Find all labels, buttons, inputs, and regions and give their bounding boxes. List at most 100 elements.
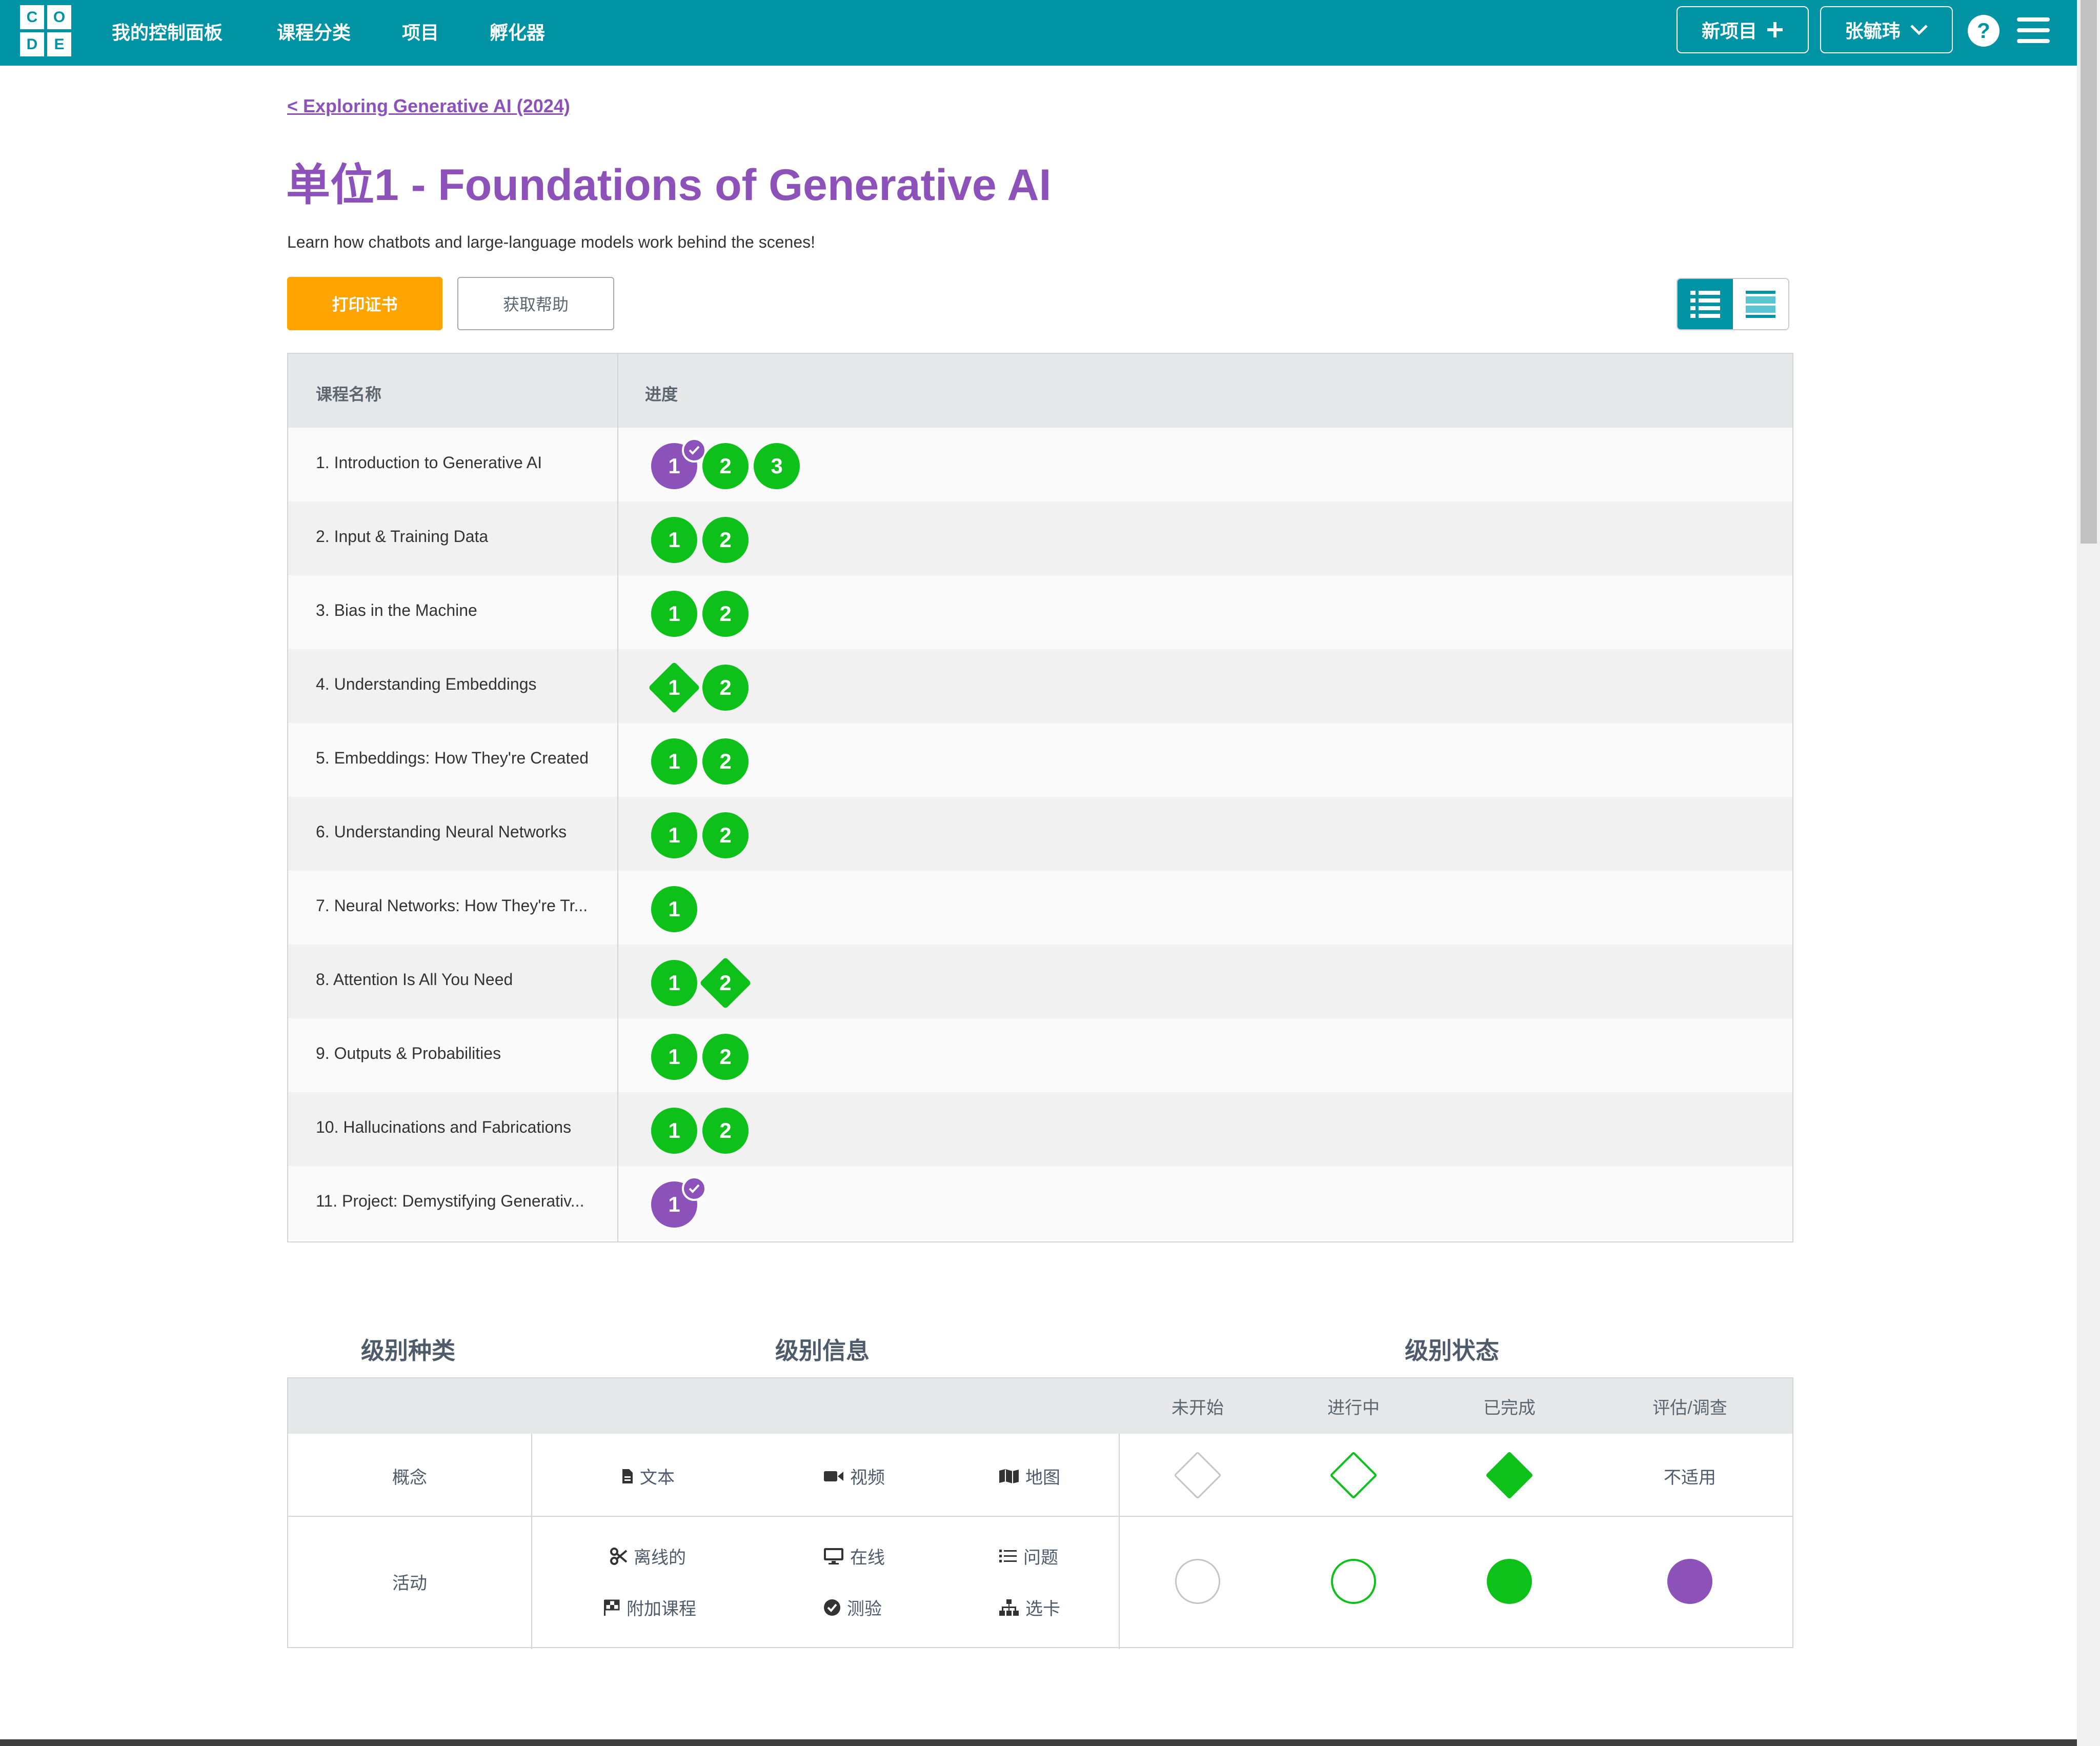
logo-letter: D: [20, 32, 44, 56]
lesson-row: 1. Introduction to Generative AI 1 2 3: [288, 428, 1792, 501]
nav-incubator[interactable]: 孵化器: [490, 22, 546, 43]
nav-projects[interactable]: 项目: [402, 22, 439, 43]
info-online: 在线: [823, 1543, 885, 1569]
lesson-name[interactable]: 8. Attention Is All You Need: [316, 970, 513, 989]
info-map: 地图: [999, 1463, 1060, 1489]
lesson-name[interactable]: 9. Outputs & Probabilities: [316, 1044, 501, 1062]
lesson-name[interactable]: 1. Introduction to Generative AI: [316, 453, 542, 472]
top-header: C O D E 我的控制面板 课程分类 项目 孵化器 新项目 张毓玮 ?: [0, 0, 2077, 66]
logo-letter: O: [47, 5, 71, 29]
lesson-name[interactable]: 5. Embeddings: How They're Created: [316, 749, 589, 767]
status-in-progress: 进行中: [1327, 1398, 1380, 1418]
key-table-header: 未开始 进行中 已完成 评估/调查: [288, 1378, 1792, 1434]
level-bubble[interactable]: 3: [754, 443, 800, 489]
activity-in-progress-circle: [1331, 1559, 1376, 1604]
key-heading-status: 级别状态: [1405, 1337, 1499, 1364]
map-icon: [999, 1469, 1019, 1483]
level-bubble[interactable]: 1: [651, 886, 697, 932]
code-logo[interactable]: C O D E: [20, 5, 71, 56]
level-bubble[interactable]: 2: [699, 957, 752, 1009]
info-online-label: 在线: [850, 1548, 885, 1568]
level-number: 2: [719, 749, 732, 773]
lesson-name[interactable]: 6. Understanding Neural Networks: [316, 822, 567, 841]
lesson-name[interactable]: 2. Input & Training Data: [316, 527, 489, 546]
level-bubble[interactable]: 1: [651, 1034, 697, 1080]
level-number: 1: [668, 1045, 680, 1069]
user-menu-button[interactable]: 张毓玮: [1820, 6, 1953, 53]
scrollbar-thumb[interactable]: [2081, 0, 2097, 544]
lesson-row: 5. Embeddings: How They're Created 1 2: [288, 723, 1792, 797]
user-name: 张毓玮: [1845, 21, 1901, 42]
lesson-row: 11. Project: Demystifying Generativ... 1: [288, 1166, 1792, 1240]
list-detail-icon: [1690, 291, 1720, 318]
new-project-label: 新项目: [1701, 21, 1757, 42]
level-number: 2: [719, 528, 732, 552]
activity-assessment-circle: [1667, 1559, 1712, 1604]
list-icon: [999, 1549, 1017, 1562]
level-number: 1: [668, 1118, 680, 1142]
level-bubble[interactable]: 2: [702, 517, 749, 563]
lesson-name[interactable]: 11. Project: Demystifying Generativ...: [316, 1192, 584, 1210]
level-bubble[interactable]: 2: [702, 665, 749, 711]
level-number: 1: [668, 454, 680, 478]
level-bubble[interactable]: 2: [702, 812, 749, 858]
level-bubble[interactable]: 1: [651, 1108, 697, 1154]
level-bubble[interactable]: 2: [702, 443, 749, 489]
level-bubble[interactable]: 1: [651, 517, 697, 563]
level-bubble[interactable]: 2: [702, 1034, 749, 1080]
activity-completed-circle: [1487, 1559, 1532, 1604]
activity-label: 活动: [392, 1574, 427, 1593]
course-back-link[interactable]: < Exploring Generative AI (2024): [287, 95, 570, 116]
list-summary-icon: [1746, 291, 1775, 318]
concept-not-applicable: 不适用: [1664, 1468, 1716, 1488]
print-certificate-button[interactable]: 打印证书: [287, 277, 442, 330]
level-bubble[interactable]: 2: [702, 738, 749, 785]
info-bonus: 附加课程: [603, 1595, 696, 1620]
new-project-button[interactable]: 新项目: [1677, 6, 1809, 53]
level-bubble[interactable]: 1: [651, 591, 697, 637]
info-unplugged-label: 离线的: [634, 1548, 686, 1568]
footer-edge: [0, 1739, 2077, 1746]
level-bubble[interactable]: 1: [651, 960, 697, 1006]
assessment-check-icon: [682, 1176, 706, 1201]
level-bubble[interactable]: 2: [702, 591, 749, 637]
page-title: 单位1 - Foundations of Generative AI: [286, 160, 1052, 210]
info-quiz: 测验: [823, 1595, 882, 1620]
level-bubble[interactable]: 1: [651, 812, 697, 858]
lesson-row: 2. Input & Training Data 1 2: [288, 501, 1792, 575]
lesson-name[interactable]: 10. Hallucinations and Fabrications: [316, 1118, 572, 1136]
info-quiz-label: 测验: [847, 1599, 882, 1619]
nav-my-dashboard[interactable]: 我的控制面板: [112, 22, 223, 43]
level-number: 2: [719, 970, 732, 995]
info-unplugged: 离线的: [610, 1543, 686, 1569]
lesson-row: 9. Outputs & Probabilities 1 2: [288, 1018, 1792, 1092]
hamburger-menu-icon[interactable]: [2017, 17, 2050, 43]
key-row-divider: [288, 1516, 1792, 1517]
level-bubble[interactable]: 1: [651, 438, 706, 489]
level-number: 1: [668, 601, 680, 626]
level-number: 3: [771, 454, 783, 478]
key-heading-info: 级别信息: [775, 1337, 870, 1364]
help-icon[interactable]: ?: [1968, 15, 2000, 47]
status-completed: 已完成: [1483, 1398, 1536, 1418]
detail-view-button[interactable]: [1678, 279, 1733, 329]
info-choice: 选卡: [999, 1595, 1060, 1620]
get-help-button[interactable]: 获取帮助: [457, 277, 614, 330]
info-text-label: 文本: [640, 1468, 675, 1488]
lesson-name[interactable]: 3. Bias in the Machine: [316, 601, 477, 619]
level-bubble[interactable]: 1: [651, 738, 697, 785]
lesson-name[interactable]: 7. Neural Networks: How They're Tr...: [316, 896, 588, 915]
key-heading-types: 级别种类: [361, 1337, 455, 1364]
assessment-check-icon: [682, 438, 706, 463]
summary-view-button[interactable]: [1733, 279, 1788, 329]
level-bubble[interactable]: 1: [651, 1176, 706, 1228]
level-bubble[interactable]: 1: [648, 661, 700, 714]
level-number: 1: [668, 675, 680, 699]
nav-course-catalog[interactable]: 课程分类: [277, 22, 351, 43]
scissors-icon: [610, 1547, 628, 1565]
check-circle-icon: [824, 1599, 840, 1616]
info-map-label: 地图: [1025, 1468, 1060, 1488]
lesson-name[interactable]: 4. Understanding Embeddings: [316, 675, 537, 693]
level-bubble[interactable]: 2: [702, 1108, 749, 1154]
